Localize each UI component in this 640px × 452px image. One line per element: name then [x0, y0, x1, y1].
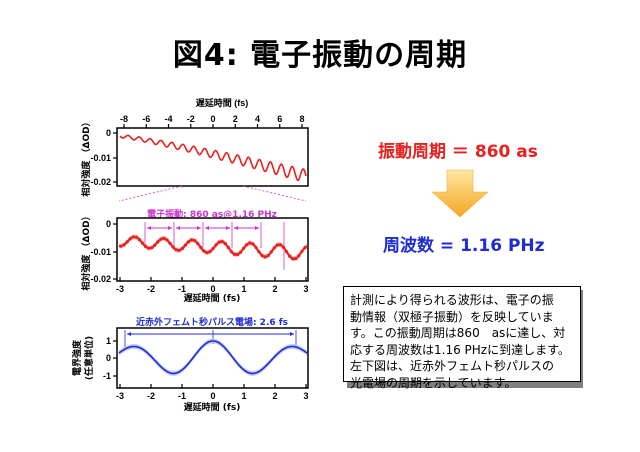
x-tick-label: -3 — [116, 284, 124, 294]
top-panel-y-ticks: 0 -0.01 -0.02 — [90, 128, 117, 187]
y-tick-label: -0.01 — [90, 247, 111, 257]
slide-title: 図4: 電子振動の周期 — [172, 38, 468, 73]
top-panel-signal-curve — [119, 134, 307, 182]
x-tick-label: -1 — [178, 284, 186, 294]
y-tick-label: 1 — [106, 336, 111, 346]
note-line: 動情報（双極子振動）を反映していま — [350, 309, 554, 324]
top-panel-frame — [116, 127, 309, 187]
x-tick-label: 0 — [210, 391, 215, 401]
x-tick-label: -2 — [147, 391, 155, 401]
x-tick-label: 0 — [210, 284, 215, 294]
middle-panel: 電子振動: 860 as@1.16 PHz -3 -2 -1 0 1 2 3 0 -0.01 -… — [80, 208, 309, 304]
note-line: 左下図は、近赤外フェムト秒パルスの — [350, 359, 555, 373]
down-arrow-icon — [431, 169, 489, 218]
y-tick-label: -0.01 — [90, 153, 111, 163]
x-tick-label: 8 — [299, 114, 304, 124]
note-line: 光電場の周期を示しています。 — [350, 375, 517, 390]
bottom-panel-field-curve — [118, 340, 308, 375]
x-tick-label: 6 — [277, 114, 282, 124]
x-tick-label: -8 — [120, 114, 128, 124]
x-tick-label: -4 — [164, 114, 172, 124]
bottom-panel-ylabel-line2: (任意単位) — [83, 336, 95, 380]
bottom-panel: 近赤外フェムト秒パルス電場: 2.6 fs -3 -2 -1 0 1 2 3 1 0 -1 電界… — [71, 316, 309, 413]
middle-panel-y-ticks: 0 -0.01 -0.02 — [90, 219, 117, 284]
top-panel-ylabel: 相対強度 （ΔOD） — [80, 117, 92, 196]
x-tick-label: 2 — [272, 284, 277, 294]
zoom-connectors — [118, 185, 307, 202]
y-tick-label: -0.02 — [90, 274, 111, 284]
top-panel-x-ticks: -8 -6 -4 -2 0 2 4 6 8 — [120, 114, 305, 128]
top-panel-xlabel: 遅延時間 (fs) — [196, 97, 249, 108]
x-tick-label: -3 — [116, 391, 124, 401]
middle-panel-xlabel: 遅延時間 (fs) — [184, 292, 241, 304]
note-line: す。この振動周期は860 asに達し、対 — [350, 326, 566, 340]
x-tick-label: 1 — [241, 391, 246, 401]
x-tick-label: 3 — [303, 391, 308, 401]
x-tick-label: -2 — [147, 284, 155, 294]
x-tick-label: 2 — [233, 114, 238, 124]
y-tick-label: -1 — [103, 371, 111, 381]
middle-panel-x-ticks: -3 -2 -1 0 1 2 3 — [116, 277, 309, 294]
middle-panel-fit-curve — [118, 235, 308, 261]
x-tick-label: 2 — [272, 391, 277, 401]
x-tick-label: 3 — [303, 284, 308, 294]
y-tick-label: 0 — [106, 128, 111, 138]
x-tick-label: 1 — [241, 284, 246, 294]
middle-panel-annotation: 電子振動: 860 as@1.16 PHz — [147, 208, 277, 220]
bottom-panel-ylabel-line1: 電界強度 — [71, 339, 83, 376]
y-tick-label: 0 — [106, 219, 111, 229]
bottom-panel-y-ticks: 1 0 -1 — [103, 336, 117, 381]
period-result: 振動周期 ＝ 860 as — [378, 142, 538, 162]
x-tick-label: 4 — [255, 114, 260, 124]
top-panel: 遅延時間 (fs) -8 -6 -4 -2 0 2 4 6 8 0 -0.01 -0.02 相対強度… — [80, 97, 309, 197]
x-tick-label: -6 — [142, 114, 150, 124]
note-line: 計測により得られる波形は、電子の振 — [350, 293, 554, 307]
y-tick-label: 0 — [106, 353, 111, 363]
explanation-note: 計測により得られる波形は、電子の振 動情報（双極子振動）を反映していま す。この… — [343, 286, 581, 390]
x-tick-label: -2 — [187, 114, 195, 124]
x-tick-label: 0 — [210, 114, 215, 124]
middle-panel-ylabel: 相対強度 （ΔOD） — [80, 211, 92, 290]
bottom-panel-xlabel: 遅延時間 (fs) — [184, 401, 241, 413]
x-tick-label: -1 — [178, 391, 186, 401]
bottom-panel-annotation: 近赤外フェムト秒パルス電場: 2.6 fs — [136, 316, 288, 328]
bottom-panel-x-ticks: -3 -2 -1 0 1 2 3 — [116, 384, 309, 401]
y-tick-label: -0.02 — [90, 177, 111, 187]
note-line: 応する周波数は1.16 PHzに到達します。 — [350, 342, 570, 357]
bottom-panel-error-band — [119, 338, 307, 376]
frequency-result: 周波数 = 1.16 PHz — [383, 236, 545, 256]
bottom-panel-frame — [116, 327, 309, 389]
